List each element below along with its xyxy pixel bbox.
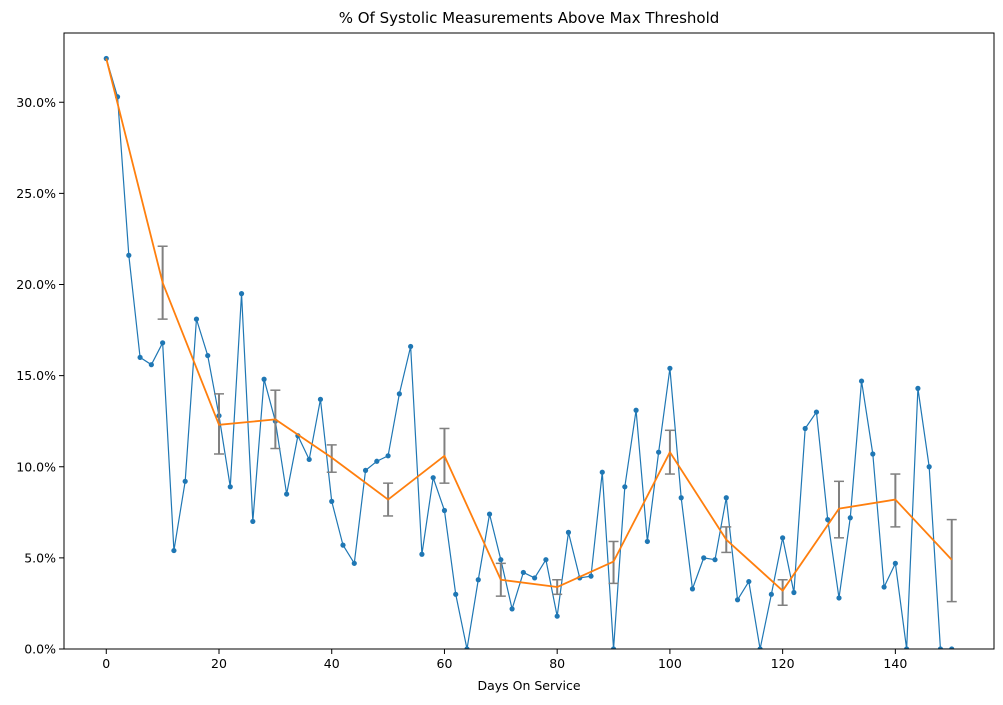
x-tick-label: 20 xyxy=(211,656,227,671)
data-point-daily xyxy=(622,484,628,490)
data-point-daily xyxy=(870,451,876,457)
data-point-daily xyxy=(757,646,763,649)
data-point-daily xyxy=(261,376,267,382)
plot-frame xyxy=(63,32,995,650)
data-point-daily xyxy=(340,542,346,548)
data-point-daily xyxy=(926,464,932,470)
data-point-daily xyxy=(385,453,391,459)
data-point-daily xyxy=(453,591,459,597)
series-line-binned-mean xyxy=(105,58,953,592)
data-point-daily xyxy=(532,575,538,581)
data-point-daily xyxy=(351,560,357,566)
x-axis: 0 20 40 60 80 100 120 140 xyxy=(102,649,907,671)
data-point-daily xyxy=(486,511,493,517)
data-point-daily xyxy=(374,458,380,464)
data-point-daily xyxy=(734,597,741,603)
data-point-daily xyxy=(780,535,786,541)
data-point-daily xyxy=(520,569,526,576)
y-axis: 0.0% 5.0% 10.0% 15.0% 20.0% 25.0% 30.0% xyxy=(16,95,64,657)
data-point-daily xyxy=(768,591,774,597)
data-point-daily xyxy=(904,646,910,649)
data-point-daily xyxy=(441,507,448,514)
data-point-daily xyxy=(610,646,617,649)
series-line-daily xyxy=(105,58,952,649)
data-point-daily xyxy=(723,495,729,501)
y-tick-label: 0.0% xyxy=(24,642,56,657)
data-point-daily xyxy=(689,586,696,592)
data-point-daily xyxy=(227,484,233,490)
data-point-daily xyxy=(678,495,684,501)
data-point-daily xyxy=(509,606,515,612)
data-point-daily xyxy=(306,456,312,463)
data-point-daily xyxy=(836,595,842,601)
x-tick-label: 60 xyxy=(437,656,453,671)
data-point-daily xyxy=(565,529,572,535)
data-point-daily xyxy=(250,518,256,525)
data-point-daily xyxy=(362,467,369,473)
y-tick-label: 20.0% xyxy=(16,277,56,292)
data-point-daily xyxy=(137,354,143,361)
data-point-daily xyxy=(396,391,402,397)
data-point-daily xyxy=(949,646,955,649)
data-point-daily xyxy=(813,409,820,415)
x-tick-label: 0 xyxy=(102,656,110,671)
data-point-daily xyxy=(317,396,324,402)
marks-group xyxy=(103,55,957,649)
data-point-daily xyxy=(171,547,177,554)
data-point-daily xyxy=(746,578,752,585)
data-point-daily xyxy=(554,613,560,619)
data-point-daily xyxy=(892,560,898,566)
data-point-daily xyxy=(284,491,290,497)
data-point-daily xyxy=(205,352,211,359)
data-point-daily xyxy=(430,475,436,481)
x-tick-label: 80 xyxy=(549,656,565,671)
data-point-daily xyxy=(193,316,200,322)
data-point-daily xyxy=(238,291,245,297)
data-point-daily xyxy=(802,425,808,432)
y-tick-label: 30.0% xyxy=(16,95,56,110)
data-point-daily xyxy=(543,557,549,563)
data-point-daily xyxy=(599,469,605,475)
data-point-daily xyxy=(160,340,166,346)
data-point-daily xyxy=(126,252,132,258)
data-point-daily xyxy=(148,362,154,368)
y-tick-label: 10.0% xyxy=(16,459,56,474)
data-point-daily xyxy=(825,517,831,523)
plot-area xyxy=(63,32,995,650)
data-point-daily xyxy=(498,557,504,563)
data-point-daily xyxy=(937,646,944,649)
y-tick-label: 5.0% xyxy=(24,550,56,565)
data-point-daily xyxy=(408,343,414,350)
data-point-daily xyxy=(588,573,594,579)
data-point-daily xyxy=(667,365,673,371)
data-point-daily xyxy=(419,551,425,557)
y-tick-label: 25.0% xyxy=(16,186,56,201)
chart-title: % Of Systolic Measurements Above Max Thr… xyxy=(339,9,720,27)
data-point-daily xyxy=(182,478,188,484)
data-point-daily xyxy=(329,498,335,504)
data-point-daily xyxy=(881,584,887,590)
data-point-daily xyxy=(847,515,853,521)
data-point-daily xyxy=(633,407,639,413)
x-tick-label: 40 xyxy=(324,656,340,671)
x-axis-label: Days On Service xyxy=(477,678,580,693)
x-tick-label: 120 xyxy=(771,656,795,671)
data-point-daily xyxy=(791,589,797,596)
data-point-daily xyxy=(858,378,865,384)
data-point-daily xyxy=(656,449,662,455)
x-tick-label: 100 xyxy=(658,656,682,671)
x-tick-label: 140 xyxy=(883,656,907,671)
data-point-daily xyxy=(915,385,921,391)
data-point-daily xyxy=(701,555,707,561)
data-point-daily xyxy=(475,577,481,583)
data-point-daily xyxy=(712,557,718,563)
data-point-daily xyxy=(644,538,650,545)
data-point-daily xyxy=(464,646,470,649)
y-tick-label: 15.0% xyxy=(16,368,56,383)
